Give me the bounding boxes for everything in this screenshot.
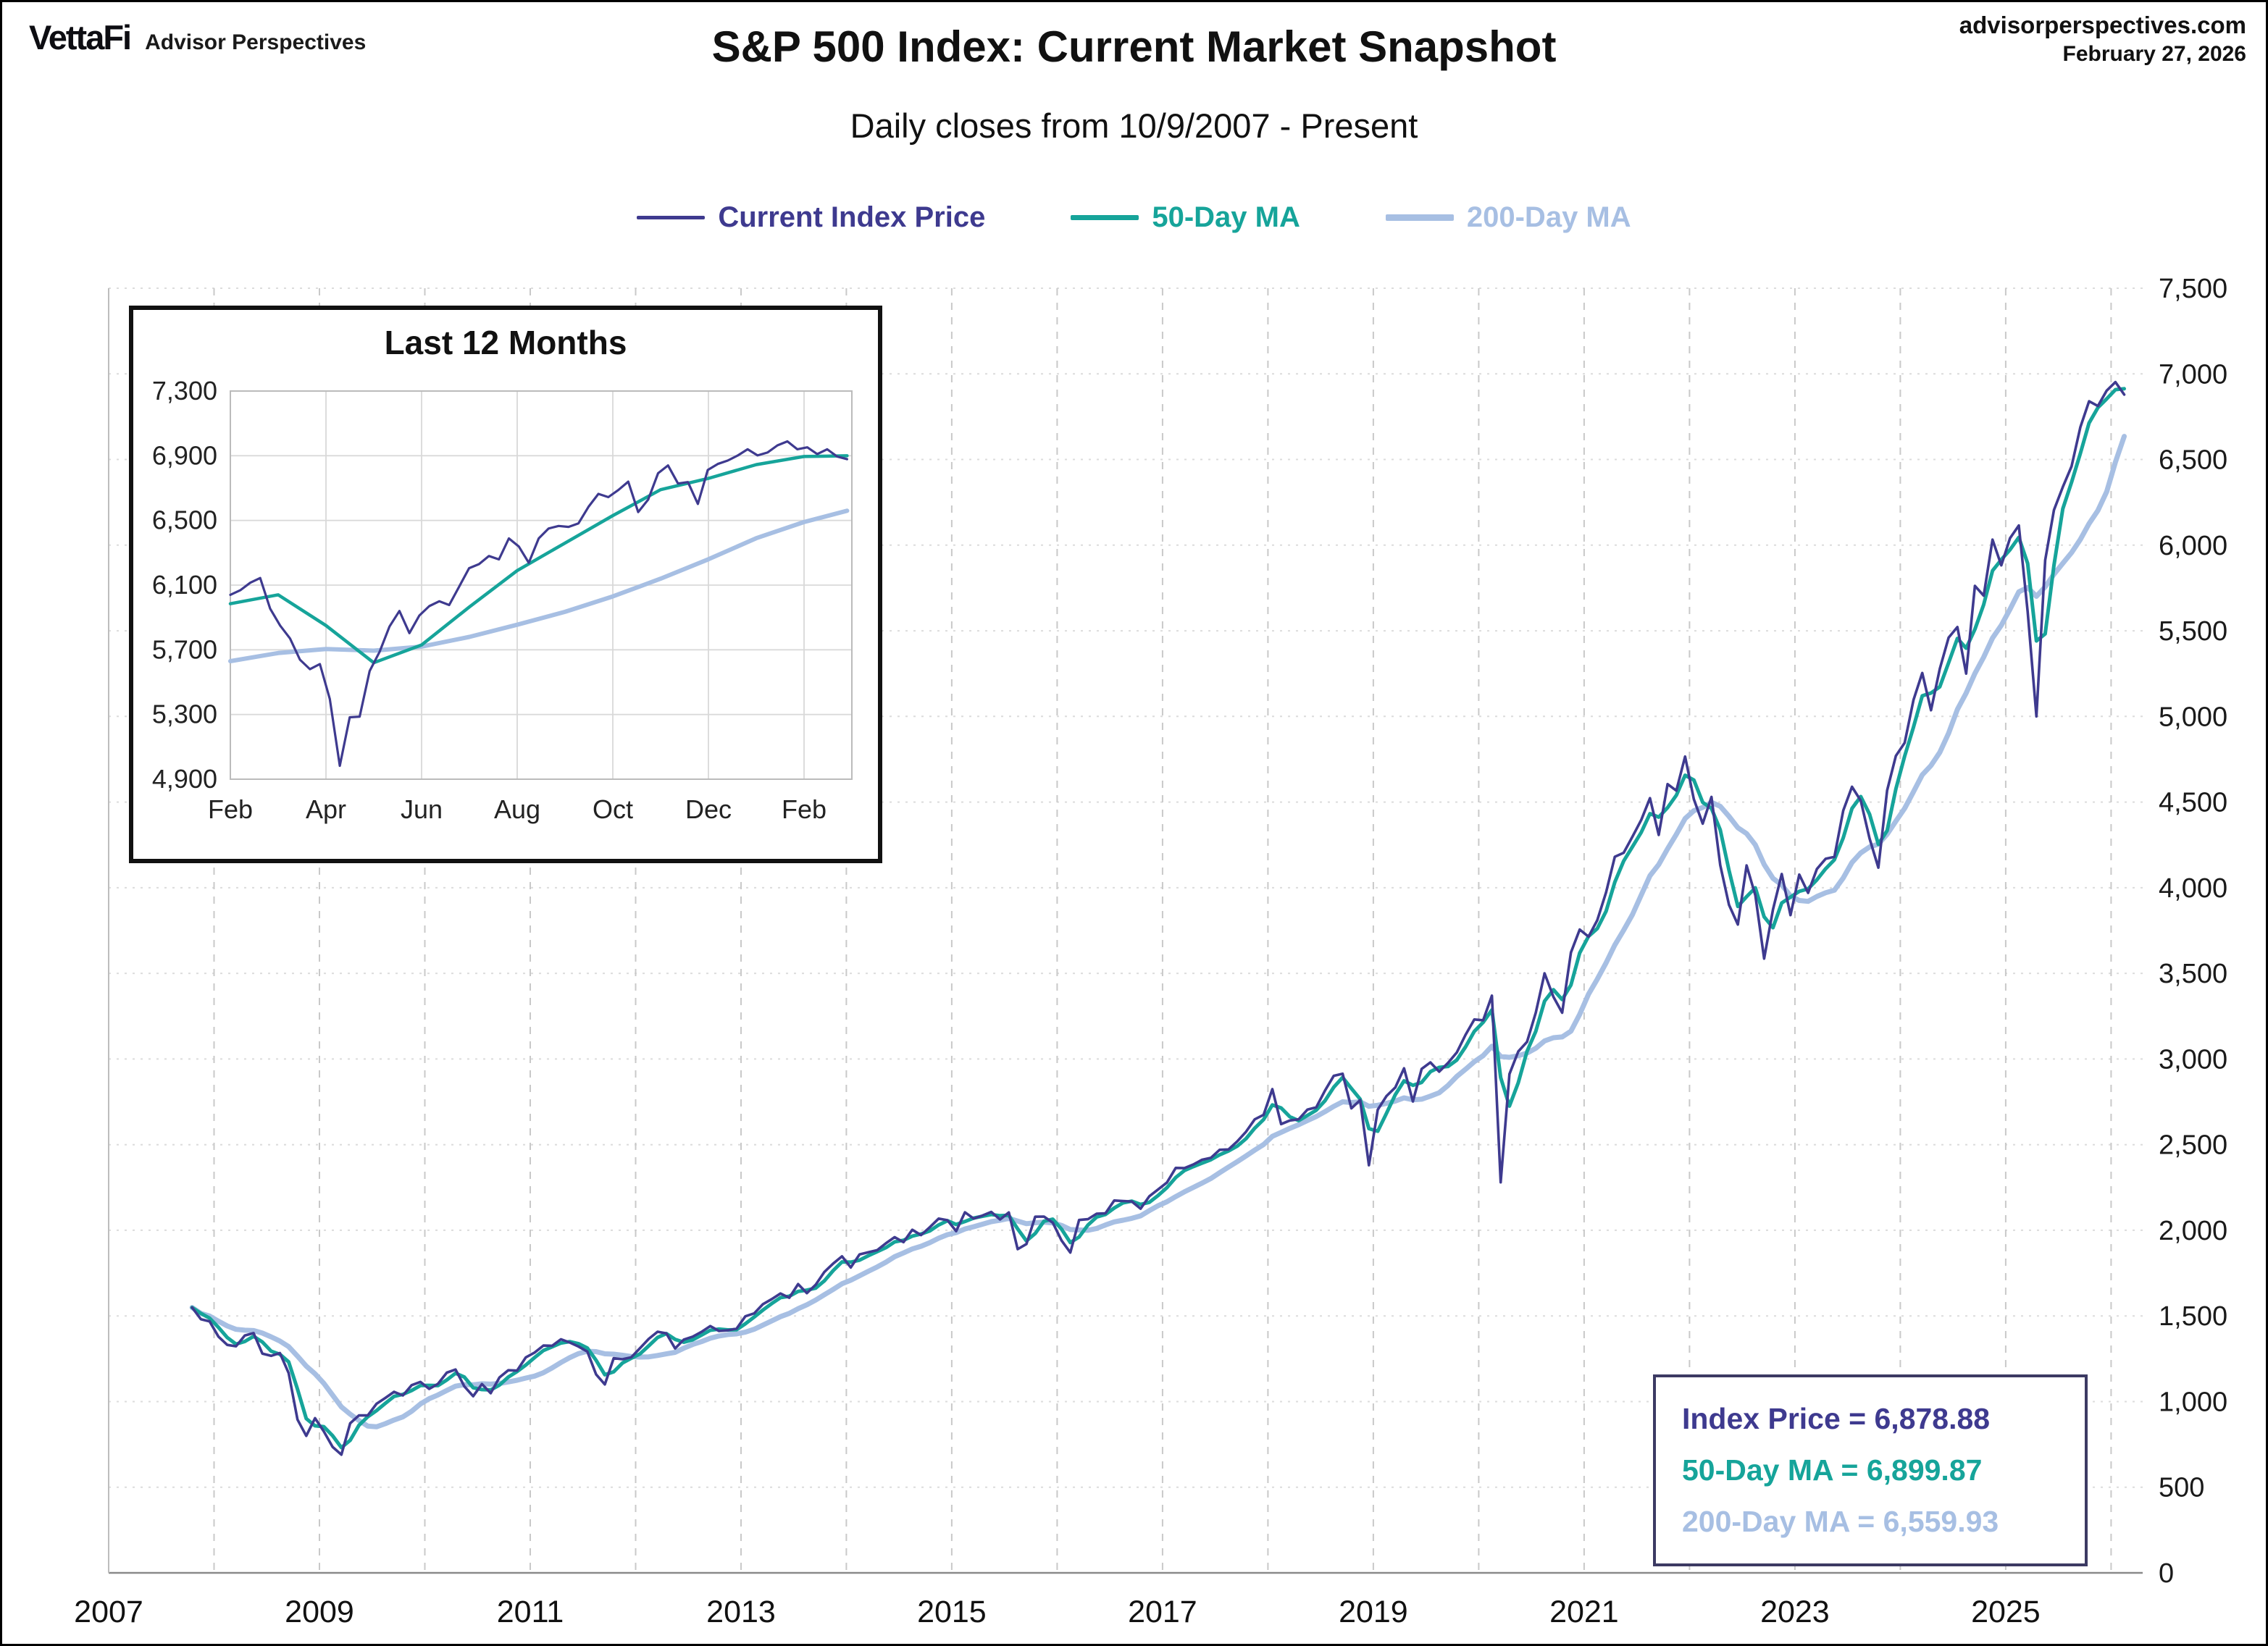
inset-plot-border xyxy=(230,390,853,780)
current-index-price: Index Price = 6,878.88 xyxy=(1682,1402,1991,1435)
svg-text:4,000: 4,000 xyxy=(2159,873,2227,904)
svg-text:Feb: Feb xyxy=(782,794,827,824)
svg-text:3,000: 3,000 xyxy=(2159,1044,2227,1075)
svg-text:1,500: 1,500 xyxy=(2159,1301,2227,1332)
current-ma50: 50-Day MA = 6,899.87 xyxy=(1682,1453,1983,1487)
current-values-box: Index Price = 6,878.88 50-Day MA = 6,899… xyxy=(1653,1374,2088,1566)
svg-text:6,000: 6,000 xyxy=(2159,531,2227,561)
svg-text:2011: 2011 xyxy=(497,1595,564,1629)
svg-text:7,500: 7,500 xyxy=(2159,274,2227,304)
svg-text:1,000: 1,000 xyxy=(2159,1387,2227,1418)
main-price-line xyxy=(191,380,2126,1456)
main-ma50-line xyxy=(190,387,2126,1450)
legend-item-ma200: 200-Day MA xyxy=(1385,201,1631,234)
inset-title: Last 12 Months xyxy=(384,324,627,361)
svg-text:5,300: 5,300 xyxy=(152,700,217,729)
ma200-line-swatch xyxy=(1385,214,1454,221)
svg-text:Feb: Feb xyxy=(208,794,253,824)
inset-y-axis-labels: 7,300 6,900 6,500 6,100 5,700 5,300 4,900 xyxy=(152,376,217,794)
svg-text:4,500: 4,500 xyxy=(2159,788,2227,818)
svg-text:2025: 2025 xyxy=(1971,1595,2041,1629)
legend-item-ma50: 50-Day MA xyxy=(1071,201,1300,234)
inset-price-line xyxy=(229,440,849,768)
inset-grid xyxy=(230,390,852,780)
svg-text:Oct: Oct xyxy=(593,794,633,824)
chart-legend: Current Index Price 50-Day MA 200-Day MA xyxy=(0,201,2268,234)
svg-text:7,000: 7,000 xyxy=(2159,359,2227,390)
svg-text:2019: 2019 xyxy=(1339,1595,1408,1629)
svg-text:7,300: 7,300 xyxy=(152,376,217,406)
svg-text:2013: 2013 xyxy=(706,1595,776,1629)
svg-text:5,700: 5,700 xyxy=(152,634,217,664)
svg-text:3,500: 3,500 xyxy=(2159,959,2227,989)
source-attribution: advisorperspectives.com February 27, 202… xyxy=(1959,12,2246,67)
main-grid xyxy=(108,287,2143,1574)
svg-text:2015: 2015 xyxy=(917,1595,987,1629)
svg-text:Aug: Aug xyxy=(494,794,540,824)
vettafi-logo: VettaFi xyxy=(29,18,132,56)
legend-item-index-price: Current Index Price xyxy=(637,201,985,234)
svg-text:5,000: 5,000 xyxy=(2159,702,2227,732)
legend-label-ma50: 50-Day MA xyxy=(1152,201,1300,233)
chart-date: February 27, 2026 xyxy=(2062,42,2247,66)
svg-text:500: 500 xyxy=(2159,1473,2204,1503)
svg-text:4,900: 4,900 xyxy=(152,764,217,794)
svg-text:6,100: 6,100 xyxy=(152,570,217,600)
inset-ma200-line xyxy=(228,508,850,663)
inset-ma50-line xyxy=(228,454,849,665)
chart-title: S&P 500 Index: Current Market Snapshot xyxy=(711,22,1557,71)
svg-text:Apr: Apr xyxy=(306,794,346,824)
current-ma200: 200-Day MA = 6,559.93 xyxy=(1682,1505,1999,1538)
source-site: advisorperspectives.com xyxy=(1959,12,2246,38)
svg-text:6,900: 6,900 xyxy=(152,440,217,470)
svg-text:5,500: 5,500 xyxy=(2159,616,2227,647)
svg-text:2021: 2021 xyxy=(1549,1595,1619,1629)
price-line-swatch xyxy=(637,216,706,219)
svg-text:Jun: Jun xyxy=(401,794,443,824)
svg-text:6,500: 6,500 xyxy=(2159,445,2227,476)
brand-block: VettaFi Advisor Perspectives xyxy=(29,17,366,57)
svg-text:2,000: 2,000 xyxy=(2159,1216,2227,1246)
main-ma200-line xyxy=(189,434,2127,1429)
svg-text:2017: 2017 xyxy=(1128,1595,1197,1629)
inset-chart: 7,300 6,900 6,500 6,100 5,700 5,300 4,900 Feb Ap… xyxy=(129,306,882,863)
svg-text:2007: 2007 xyxy=(74,1595,143,1629)
inset-x-axis-labels: Feb Apr Jun Aug Oct Dec Feb xyxy=(208,794,827,824)
svg-text:2,500: 2,500 xyxy=(2159,1130,2227,1161)
svg-text:2009: 2009 xyxy=(285,1595,354,1629)
legend-label-index-price: Current Index Price xyxy=(718,201,986,233)
svg-text:0: 0 xyxy=(2159,1558,2174,1589)
ma50-line-swatch xyxy=(1071,215,1139,220)
svg-text:6,500: 6,500 xyxy=(152,505,217,535)
legend-label-ma200: 200-Day MA xyxy=(1466,201,1631,233)
chart-subtitle: Daily closes from 10/9/2007 - Present xyxy=(850,106,1418,145)
svg-text:2023: 2023 xyxy=(1760,1595,1830,1629)
svg-text:Dec: Dec xyxy=(685,794,732,824)
brand-subtitle: Advisor Perspectives xyxy=(145,30,367,54)
main-y-axis-labels: 0 500 1,000 1,500 2,000 2,500 3,000 3,500 4,000 4… xyxy=(2159,274,2227,1589)
main-x-axis-labels: 2007 2009 2011 2013 2015 2017 2019 2021 2023 2025 xyxy=(74,1595,2041,1629)
